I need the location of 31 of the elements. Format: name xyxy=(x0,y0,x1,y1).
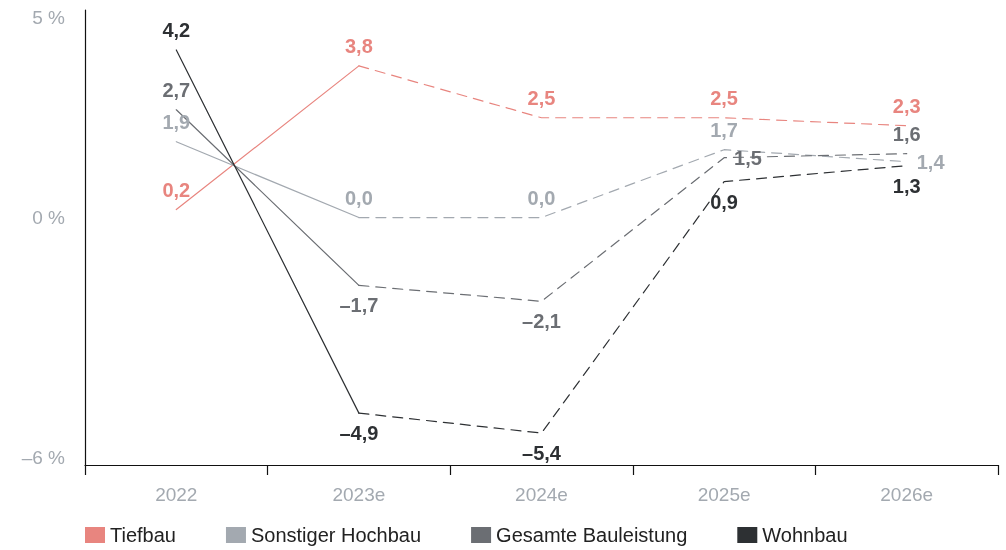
data-label: 1,7 xyxy=(710,118,739,141)
x-tick-label: 2024e xyxy=(515,484,568,505)
data-label: 2,3 xyxy=(892,94,921,117)
legend-label: Gesamte Bauleistung xyxy=(496,524,688,546)
data-label: 0,0 xyxy=(527,186,556,209)
data-label: 4,2 xyxy=(162,18,191,41)
legend-label: Sonstiger Hochbau xyxy=(250,524,422,546)
data-label: 1,6 xyxy=(892,122,921,145)
data-label: –2,1 xyxy=(522,310,561,333)
y-tick-label: 5 % xyxy=(32,7,66,29)
data-label: 3,8 xyxy=(344,34,373,57)
y-tick-label: –6 % xyxy=(21,446,66,468)
x-tick-label: 2022 xyxy=(155,484,198,505)
data-label: 1,9 xyxy=(162,110,191,133)
data-label: 1,4 xyxy=(916,150,946,173)
x-tick-label: 2026e xyxy=(880,484,934,505)
data-label: 2,5 xyxy=(710,86,739,109)
x-tick-label: 2023e xyxy=(332,484,386,505)
data-label: 1,3 xyxy=(892,174,921,197)
data-label: 2,7 xyxy=(162,78,191,101)
data-label: –4,9 xyxy=(339,422,379,445)
x-tick-label: 2025e xyxy=(697,484,751,505)
data-label: 0,0 xyxy=(344,186,373,209)
data-label: –1,7 xyxy=(339,294,379,317)
data-label: 0,9 xyxy=(710,190,739,213)
legend-label: Tiefbau xyxy=(110,524,176,546)
legend-label: Wohnbau xyxy=(762,524,848,546)
data-label: 0,2 xyxy=(162,178,191,201)
y-tick-label: 0 % xyxy=(32,207,66,229)
data-label: 2,5 xyxy=(527,86,556,109)
data-label: –5,4 xyxy=(522,442,562,465)
